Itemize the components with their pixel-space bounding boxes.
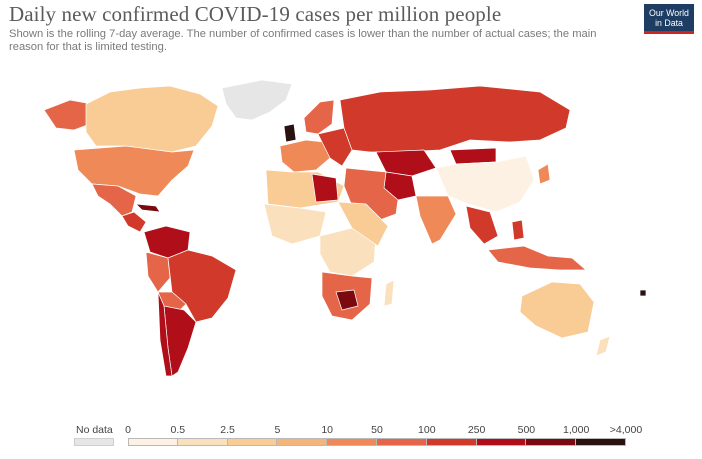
legend-color-bin [177,438,228,446]
legend-tick-label: 1,000 [563,424,590,436]
legend-tick-label: 2.5 [220,424,235,436]
owid-logo[interactable]: Our World in Data [644,4,694,34]
region-india[interactable] [415,195,457,245]
region-botswana-eswatini[interactable] [335,289,359,311]
region-east-africa[interactable] [337,201,389,247]
region-scandinavia[interactable] [303,99,335,135]
legend-tick-label: 5 [274,424,281,436]
legend-tick-label: 100 [418,424,436,436]
region-mongolia[interactable] [449,147,497,165]
legend-no-data-swatch [74,438,114,446]
region-canada[interactable] [85,85,219,153]
region-japan[interactable] [537,163,551,185]
region-libya[interactable] [311,173,339,203]
region-kazakhstan[interactable] [375,149,437,177]
legend-tick-label: >4,000 [609,424,643,436]
chart-subtitle: Shown is the rolling 7-day average. The … [9,28,597,53]
legend-color-bin [128,438,178,446]
region-australia[interactable] [519,281,595,339]
logo-line-2: in Data [655,17,683,28]
region-indonesia[interactable] [487,245,587,271]
region-usa[interactable] [73,145,195,197]
legend-tick-label: 0.5 [170,424,186,436]
legend-tick-label: 500 [517,424,536,436]
region-greenland[interactable] [221,79,293,121]
legend-color-bin [476,438,527,446]
legend-tick-label: 250 [467,424,486,436]
legend-tick-label: 50 [371,424,383,436]
legend-tick-label: 0 [125,424,131,436]
legend: No data 0 0.5 2.5 5 10 50 100 250 500 1,000 >4,000 [0,418,702,458]
logo-line-1: Our World [649,8,689,18]
region-philippines[interactable] [511,219,525,241]
region-peru[interactable] [145,251,171,293]
legend-color-bin [377,438,427,446]
region-central-america[interactable] [121,211,147,233]
region-eastern-europe[interactable] [317,127,353,167]
region-china[interactable] [435,155,535,213]
legend-color-bin [327,438,377,446]
region-russia[interactable] [339,85,571,153]
region-pacific-islands[interactable] [639,289,647,297]
legend-color-bin [426,438,477,446]
world-map [43,79,647,377]
legend-tick-label: 10 [321,424,334,436]
region-alaska[interactable] [43,99,93,131]
region-chile[interactable] [157,291,173,377]
legend-color-bin [277,438,328,446]
region-new-zealand[interactable] [595,335,611,357]
legend-no-data-label: No data [76,424,113,436]
legend-color-bin [526,438,577,446]
region-southeast-asia[interactable] [465,205,499,245]
region-west-africa[interactable] [263,203,327,245]
legend-color-bin [227,438,278,446]
region-uk[interactable] [283,123,297,143]
region-cuba[interactable] [135,203,161,213]
region-madagascar[interactable] [383,279,395,307]
chart-title: Daily new confirmed COVID-19 cases per m… [9,2,502,26]
region-western-europe[interactable] [279,139,331,173]
legend-color-bin [576,438,626,446]
